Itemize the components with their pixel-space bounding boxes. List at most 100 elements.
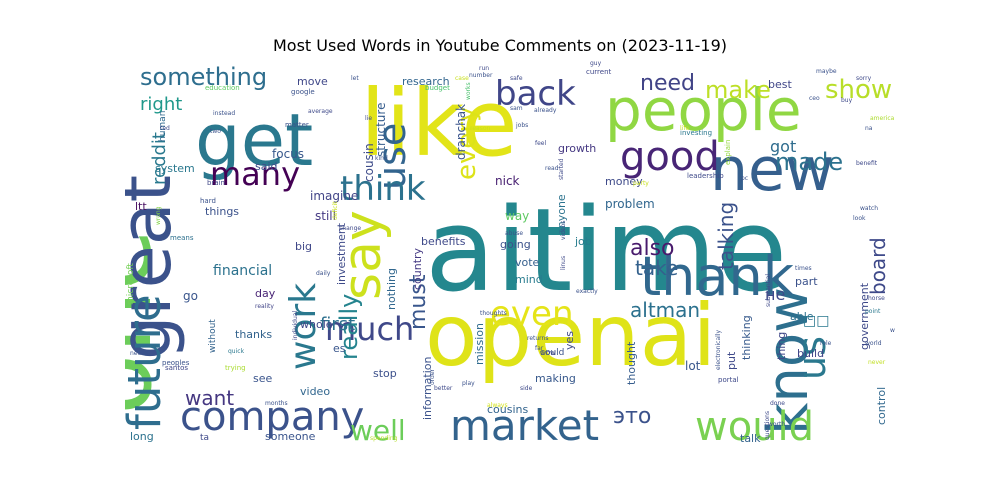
cloud-word: every <box>452 107 482 180</box>
cloud-word: want <box>185 386 234 410</box>
cloud-word: talking <box>714 202 738 270</box>
cloud-word: order <box>429 368 436 385</box>
cloud-word: thank <box>640 245 795 308</box>
cloud-word: feel <box>535 140 546 147</box>
cloud-word: budget <box>425 84 450 92</box>
cloud-word: whole <box>300 318 333 331</box>
cloud-word: better <box>434 385 453 392</box>
cloud-word: jobs <box>515 122 528 129</box>
cloud-word: education <box>205 84 240 92</box>
cloud-word: videos <box>560 220 567 240</box>
cloud-word: change <box>339 225 361 232</box>
cloud-word: already <box>534 107 557 114</box>
cloud-word: wow <box>540 349 556 357</box>
cloud-word: focus <box>272 147 304 161</box>
cloud-word: reddit <box>149 132 170 185</box>
cloud-word: well <box>350 414 406 445</box>
cloud-word: number <box>469 72 493 79</box>
cloud-word: move <box>297 75 328 88</box>
cloud-word: really <box>335 294 363 360</box>
word-cloud: aitime like one openai people get great new know… <box>125 60 895 445</box>
cloud-word: portal <box>718 376 739 384</box>
cloud-word: ltt <box>135 200 147 213</box>
cloud-word: best <box>768 78 792 91</box>
cloud-word: nothing <box>385 268 398 310</box>
cloud-word: substantial <box>765 274 772 307</box>
cloud-word: got <box>770 137 796 156</box>
cloud-word: also <box>630 236 675 261</box>
cloud-word: benefit <box>856 160 878 167</box>
cloud-word: get <box>195 98 313 182</box>
cloud-word: thanks <box>235 328 272 341</box>
cloud-word: watch <box>860 205 878 212</box>
cloud-word: said <box>255 160 278 173</box>
cloud-word: times <box>795 265 812 272</box>
cloud-word: show <box>825 75 892 105</box>
cloud-word: average <box>308 108 333 115</box>
cloud-word: making <box>535 372 576 385</box>
cloud-word: research <box>402 75 450 88</box>
cloud-word: mission <box>473 323 486 365</box>
cloud-word: peoples <box>162 359 190 367</box>
cloud-word: information <box>421 356 434 420</box>
cloud-word: video <box>300 385 330 398</box>
cloud-word: talk <box>740 432 761 445</box>
cloud-word: trying <box>225 364 246 372</box>
cloud-word: thought <box>625 341 638 385</box>
cloud-word: buy <box>841 97 853 104</box>
cloud-word: microsoft <box>126 263 136 305</box>
cloud-word: us <box>790 336 834 380</box>
cloud-word: google <box>291 88 315 96</box>
cloud-word: take <box>635 256 678 280</box>
cloud-word: investing <box>680 129 712 137</box>
cloud-word: exactly <box>576 288 598 295</box>
cloud-word: aitime <box>425 184 787 318</box>
cloud-word: stop <box>373 367 397 380</box>
cloud-word: dranchak <box>454 104 468 160</box>
cloud-word: returns <box>527 335 548 342</box>
cloud-word: openai <box>425 286 716 386</box>
cloud-word: first <box>320 314 355 335</box>
cloud-word: □□ <box>803 313 829 329</box>
cloud-word: someone <box>265 430 316 443</box>
cloud-word: reason <box>470 125 491 132</box>
cloud-word: reality <box>255 303 274 310</box>
cloud-word: leadership <box>687 172 724 180</box>
cloud-word: cousins <box>487 403 529 416</box>
cloud-word: current <box>586 68 612 76</box>
cloud-word: ceo <box>809 95 820 102</box>
cloud-word: spending <box>370 435 398 442</box>
cloud-word: explain <box>724 140 732 165</box>
cloud-word: good <box>620 134 720 180</box>
cloud-word: always <box>487 402 508 409</box>
cloud-word: big <box>295 240 312 253</box>
cloud-word: growth <box>558 142 596 155</box>
cloud-word: world <box>865 340 882 347</box>
cloud-word: long <box>130 430 154 443</box>
cloud-word: lie <box>365 115 372 122</box>
cloud-word: thinking <box>740 315 753 360</box>
cloud-word: это <box>613 404 651 429</box>
cloud-word: still <box>315 209 336 223</box>
cloud-word: investment <box>335 222 348 285</box>
cloud-word: works <box>465 82 472 100</box>
cloud-word: board <box>866 237 890 295</box>
cloud-word: es <box>333 342 346 355</box>
cloud-word: kind <box>375 155 388 162</box>
cloud-word: much <box>325 310 414 348</box>
cloud-word: altman <box>630 298 700 322</box>
cloud-word: electronically <box>715 330 722 370</box>
cloud-word: santos <box>165 364 188 372</box>
cloud-word: worth <box>768 421 785 428</box>
cloud-word: point <box>865 308 881 315</box>
cloud-word: build <box>797 347 824 360</box>
cloud-word: guy <box>590 60 602 67</box>
cloud-word: people <box>605 76 802 144</box>
cloud-word: wrong <box>155 206 162 225</box>
cloud-word: let <box>351 75 359 82</box>
cloud-word: great <box>125 175 187 360</box>
cloud-word: work <box>283 283 324 370</box>
cloud-word: know <box>756 287 821 435</box>
